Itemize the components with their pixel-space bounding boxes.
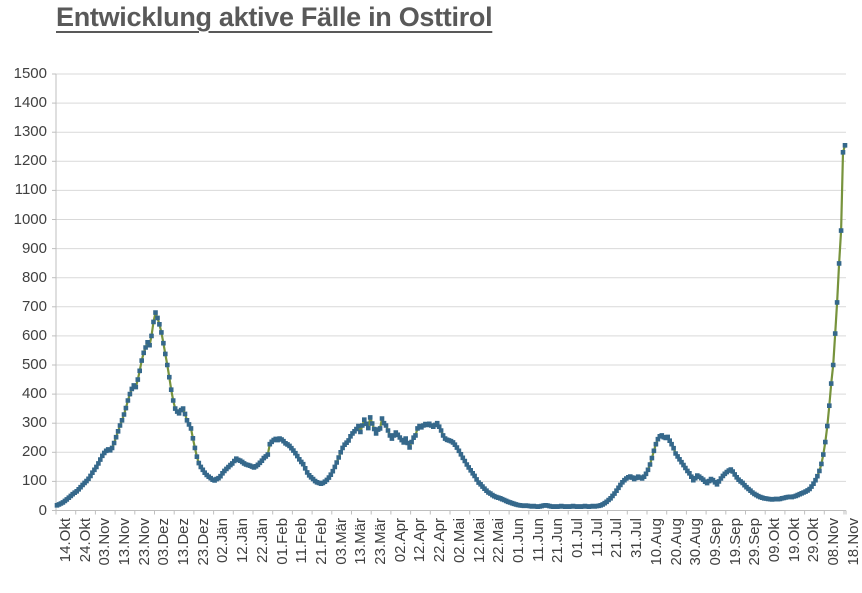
x-tick-label: 21.Jun <box>549 518 566 564</box>
chart-title: Entwicklung aktive Fälle in Osttirol <box>56 2 493 32</box>
x-tick-label: 20.Aug <box>668 518 685 566</box>
y-tick-label: 1400 <box>13 94 47 111</box>
x-tick-label: 23.Dez <box>195 518 212 566</box>
y-tick-label: 500 <box>21 356 47 373</box>
x-tick-label: 12.Jän <box>234 518 251 564</box>
x-tick-label: 22.Jän <box>254 518 271 564</box>
x-tick-label: 02.Jän <box>214 518 231 564</box>
y-tick-label: 100 <box>21 472 47 489</box>
x-tick-label: 11.Jun <box>530 518 547 562</box>
x-tick-label: 19.Sep <box>727 518 744 566</box>
y-tick-label: 1500 <box>13 65 47 82</box>
x-tick-label: 23.Mär <box>372 518 389 565</box>
y-tick-label: 900 <box>21 240 47 257</box>
y-tick-label: 1000 <box>13 211 47 228</box>
x-tick-label: 13.Nov <box>116 518 133 566</box>
y-tick-label: 1200 <box>13 152 47 169</box>
x-tick-label: 14.Okt <box>57 518 74 563</box>
y-axis <box>52 73 57 511</box>
x-tick-label: 01.Jul <box>569 518 586 559</box>
x-tick-label: 31.Jul <box>628 518 645 559</box>
x-tick-label: 21.Jul <box>608 518 625 559</box>
y-tick-label: 1300 <box>13 123 47 140</box>
x-tick-label: 19.Okt <box>786 518 803 563</box>
x-tick-label: 29.Okt <box>805 518 822 563</box>
y-tick-label: 300 <box>21 414 47 431</box>
data-markers <box>54 143 848 509</box>
x-tick-label: 01.Jun <box>510 518 527 564</box>
x-tick-label: 11.Jul <box>589 518 606 557</box>
x-tick-label: 11.Feb <box>293 518 310 564</box>
x-tick-label: 22.Mai <box>490 518 507 564</box>
x-tick-label: 09.Sep <box>707 518 724 566</box>
x-tick-label: 21.Feb <box>313 518 330 565</box>
y-tick-label: 700 <box>21 298 47 315</box>
x-tick-label: 13.Mär <box>352 518 369 565</box>
x-tick-label: 03.Mär <box>333 518 350 565</box>
x-tick-label: 12.Apr <box>411 518 428 563</box>
x-tick-label: 12.Mai <box>471 518 488 564</box>
x-axis <box>55 510 847 515</box>
x-tick-label: 18.Nov <box>845 518 862 566</box>
y-tick-label: 1100 <box>14 181 47 198</box>
x-tick-label: 23.Nov <box>136 518 153 566</box>
x-tick-label: 03.Nov <box>96 518 113 566</box>
x-tick-label: 22.Apr <box>431 518 448 563</box>
x-tick-label: 03.Dez <box>155 518 172 566</box>
y-tick-label: 800 <box>21 269 47 286</box>
x-tick-label: 02.Apr <box>392 518 409 563</box>
x-tick-label: 09.Okt <box>766 518 783 563</box>
x-tick-label: 13.Dez <box>175 518 192 566</box>
x-tick-label: 29.Sep <box>746 518 763 566</box>
x-tick-label: 10.Aug <box>648 518 665 566</box>
y-tick-label: 200 <box>21 443 47 460</box>
y-tick-label: 0 <box>38 502 47 519</box>
y-tick-label: 600 <box>21 327 47 344</box>
x-tick-label: 30.Aug <box>687 518 704 566</box>
x-tick-label: 08.Nov <box>825 518 842 566</box>
y-tick-label: 400 <box>21 385 47 402</box>
gridlines <box>56 73 846 482</box>
x-tick-label: 02.Mai <box>451 518 468 564</box>
x-tick-label: 01.Feb <box>274 518 291 565</box>
x-tick-label: 24.Okt <box>77 518 94 563</box>
